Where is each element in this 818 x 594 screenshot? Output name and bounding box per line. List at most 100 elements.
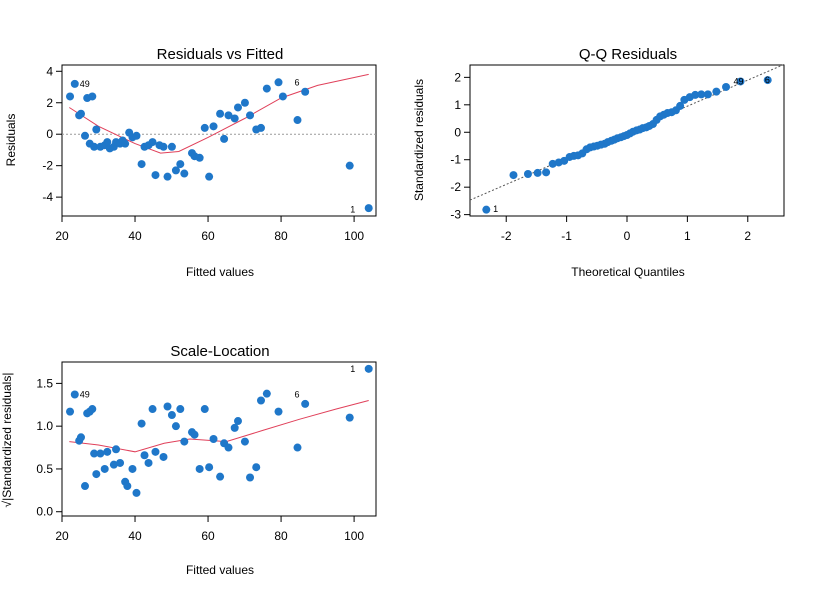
data-point [216, 472, 225, 481]
data-point [216, 109, 225, 118]
x-tick-label: 2 [744, 229, 751, 243]
data-point [533, 168, 542, 177]
data-point [262, 389, 271, 398]
x-tick-label: 100 [344, 529, 364, 543]
plot-frame [469, 64, 785, 217]
x-tick-label: 60 [201, 229, 215, 243]
panel-residuals-vs-fitted: Residuals vs Fitted Fitted values Residu… [4, 46, 377, 279]
data-point [482, 205, 491, 214]
data-point [220, 134, 229, 143]
data-point [76, 109, 85, 118]
data-point [137, 160, 146, 169]
data-point [88, 405, 97, 414]
data-point [256, 123, 265, 132]
point-label: 6 [294, 77, 299, 87]
data-point [712, 87, 721, 96]
data-point [240, 437, 249, 446]
data-point [137, 419, 146, 428]
data-point [70, 79, 79, 88]
data-point [123, 482, 132, 491]
data-point [246, 473, 255, 482]
y-tick-label: -4 [42, 190, 53, 204]
point-label: 49 [80, 390, 90, 400]
data-point [230, 423, 239, 432]
y-tick-label: 0 [46, 127, 53, 141]
smooth-line [69, 73, 369, 154]
data-point [209, 435, 218, 443]
panel-qq-residuals: Q-Q Residuals Theoretical Quantiles Stan… [412, 46, 785, 279]
data-point [121, 139, 130, 148]
x-tick-label: 100 [344, 229, 364, 243]
x-tick-label: 1 [684, 229, 691, 243]
data-point [163, 172, 172, 181]
data-point [345, 413, 354, 422]
data-point [167, 142, 176, 151]
data-point [293, 116, 302, 125]
panel1-ylabel: Residuals [4, 114, 18, 167]
y-tick-label: 0.5 [36, 462, 53, 476]
data-point [364, 204, 373, 213]
y-tick-label: 1.0 [36, 419, 53, 433]
data-point [96, 449, 105, 458]
panel3-ylabel: √|Standardized residuals| [0, 373, 14, 508]
panel2-ylabel: Standardized residuals [412, 79, 426, 201]
x-tick-label: 20 [55, 529, 69, 543]
data-point [200, 123, 209, 132]
data-point [176, 405, 185, 414]
data-point [103, 447, 112, 456]
data-point [132, 488, 141, 497]
data-point [676, 101, 685, 110]
data-point [233, 417, 242, 426]
x-tick-label: 40 [128, 229, 142, 243]
data-point [100, 464, 109, 473]
data-point [240, 98, 249, 107]
y-tick-label: -2 [450, 180, 461, 194]
data-point [736, 77, 745, 86]
data-point [140, 451, 149, 460]
data-point [262, 84, 271, 93]
y-tick-label: 0 [454, 125, 461, 139]
data-point [151, 171, 160, 180]
data-point [230, 114, 239, 123]
panel2-title: Q-Q Residuals [579, 46, 677, 63]
x-tick-label: -2 [501, 229, 512, 243]
x-tick-label: 80 [274, 529, 288, 543]
y-tick-label: 2 [46, 96, 53, 110]
data-point [66, 407, 75, 416]
qq-reference-line [469, 63, 785, 201]
data-point [274, 407, 283, 416]
point-label: 1 [493, 204, 498, 214]
y-tick-label: -2 [42, 159, 53, 173]
y-tick-label: -3 [450, 208, 461, 222]
panel1-title: Residuals vs Fitted [157, 46, 284, 63]
data-point [176, 160, 185, 169]
data-point [92, 125, 101, 134]
data-point [81, 482, 90, 491]
y-tick-label: 0.0 [36, 505, 53, 519]
data-point [195, 153, 204, 162]
panel3-title: Scale-Location [170, 343, 269, 360]
data-point [159, 142, 168, 151]
data-point [171, 422, 180, 431]
data-point [345, 161, 354, 170]
point-label: 49 [80, 79, 90, 89]
data-point [159, 452, 168, 461]
point-label: 1 [350, 205, 355, 215]
data-point [301, 399, 310, 408]
data-point [703, 90, 712, 99]
data-point [163, 402, 172, 411]
data-point [167, 411, 176, 420]
data-point [66, 92, 75, 101]
data-point [76, 433, 85, 442]
panel1-xlabel: Fitted values [186, 265, 254, 279]
panel3-xlabel: Fitted values [186, 563, 254, 577]
data-point [252, 463, 261, 472]
data-point [278, 92, 287, 101]
x-tick-label: 20 [55, 229, 69, 243]
point-label: 6 [294, 390, 299, 400]
data-point [233, 103, 242, 112]
x-tick-label: 40 [128, 529, 142, 543]
data-point [171, 166, 180, 175]
data-point [90, 142, 99, 151]
